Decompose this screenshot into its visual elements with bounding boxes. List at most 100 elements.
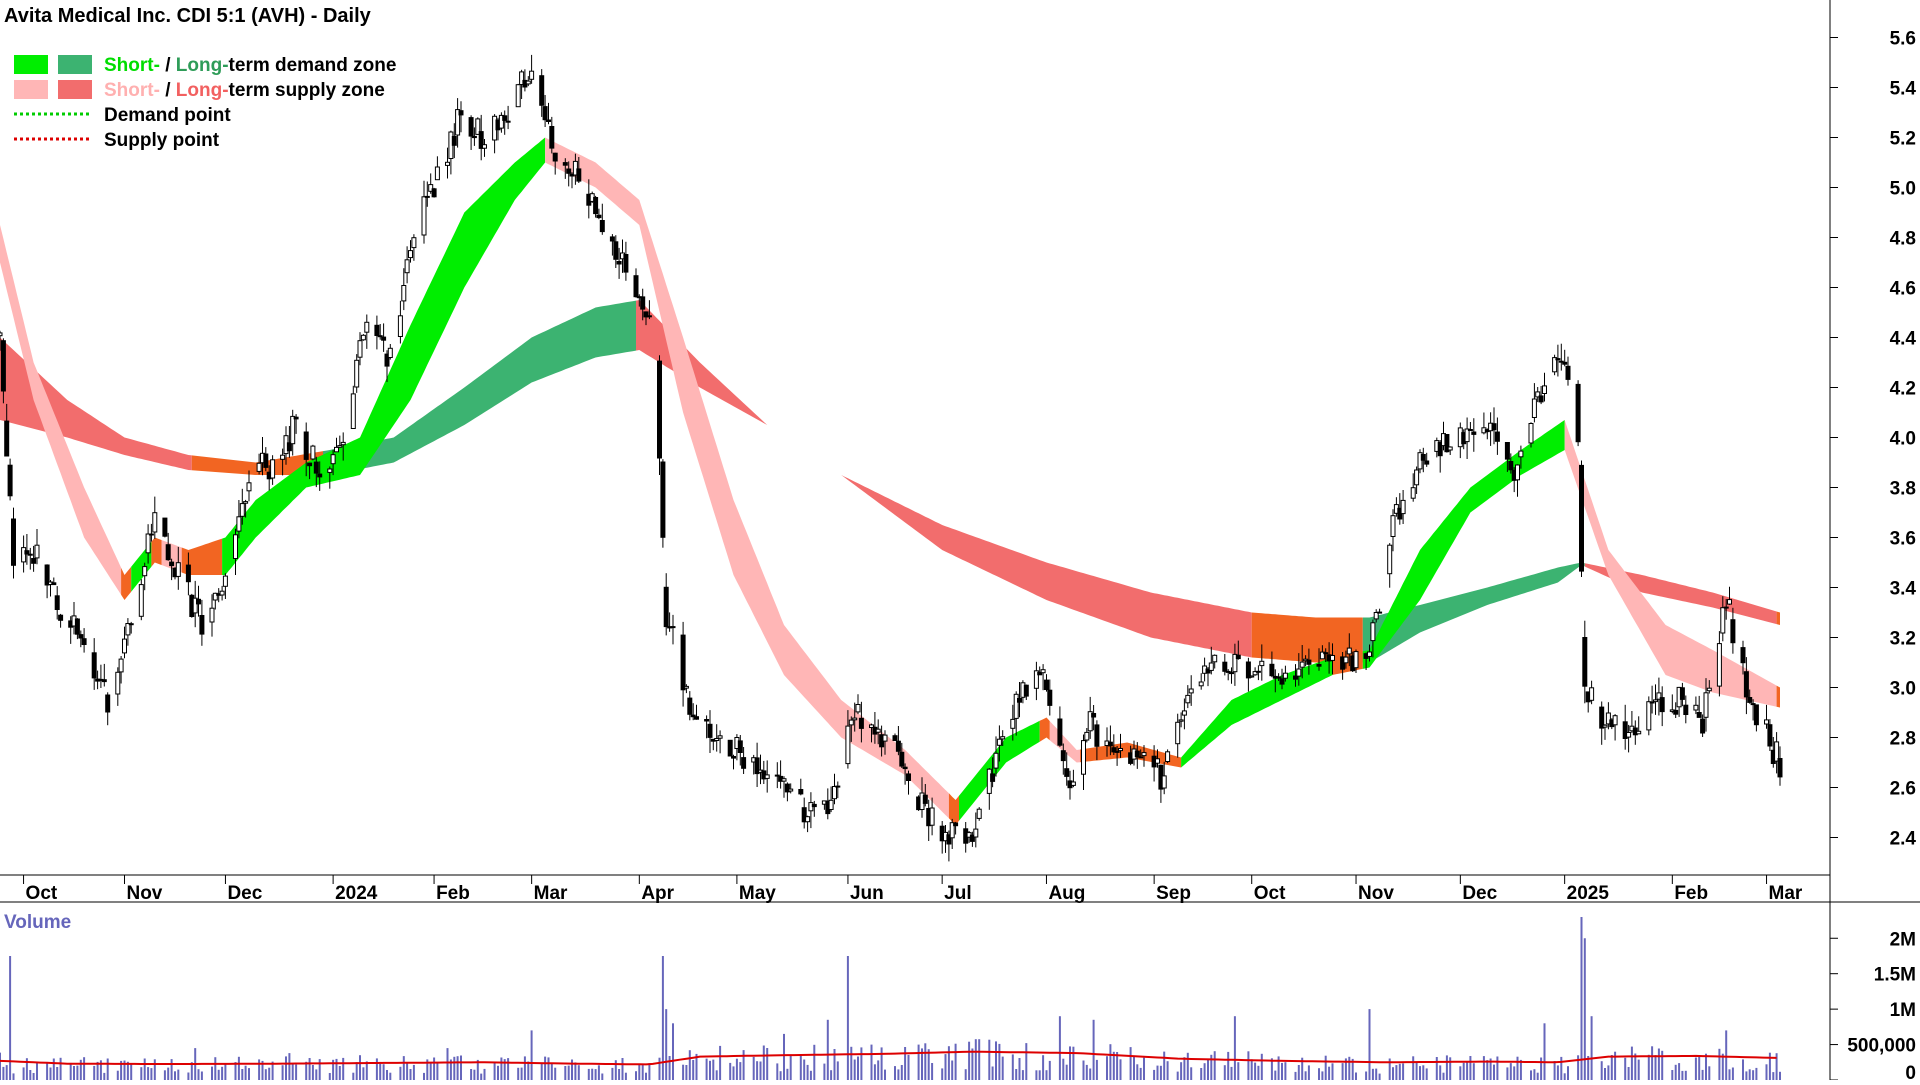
candle-body bbox=[118, 658, 124, 673]
time-tick-label: Nov bbox=[1358, 883, 1394, 904]
chart-title: Avita Medical Inc. CDI 5:1 (AVH) - Daily bbox=[4, 5, 372, 27]
candle-body bbox=[263, 453, 269, 468]
candle-body bbox=[609, 236, 615, 242]
candle-body bbox=[1367, 651, 1372, 657]
candle-body bbox=[354, 359, 360, 388]
time-tick-label: Dec bbox=[227, 883, 262, 904]
legend-label-part: term demand zone bbox=[229, 55, 397, 76]
price-tick-label: 4.4 bbox=[1890, 329, 1917, 350]
candle-body bbox=[1023, 684, 1029, 697]
candle-body bbox=[1414, 469, 1420, 486]
candle-body bbox=[1706, 687, 1712, 692]
candle-body bbox=[377, 335, 383, 338]
candle-body bbox=[434, 166, 440, 181]
candle-body bbox=[196, 598, 201, 605]
candle-body bbox=[165, 544, 171, 561]
candle-body bbox=[1044, 679, 1049, 690]
candle-body bbox=[1743, 671, 1749, 698]
candle-body bbox=[239, 503, 245, 517]
candle-body bbox=[1673, 709, 1679, 715]
candle-body bbox=[1679, 687, 1685, 700]
candle-body bbox=[774, 774, 780, 777]
legend-label-part: Long- bbox=[176, 80, 229, 101]
candle-body bbox=[1155, 758, 1160, 764]
candle-body bbox=[397, 315, 403, 337]
candle-body bbox=[1252, 671, 1258, 676]
candle-body bbox=[663, 586, 669, 628]
candle-body bbox=[340, 441, 346, 446]
candle-body bbox=[1306, 659, 1312, 665]
candle-body bbox=[1649, 701, 1655, 704]
candle-body bbox=[1205, 668, 1211, 674]
candle-body bbox=[899, 751, 905, 767]
zone-layer bbox=[0, 137, 1780, 825]
candle-body bbox=[1010, 718, 1016, 729]
short-term-zone-segment bbox=[121, 566, 132, 600]
candle-body bbox=[1767, 724, 1773, 747]
candle-body bbox=[754, 757, 760, 775]
candle-body bbox=[293, 416, 299, 420]
volume-tick-label: 500,000 bbox=[1847, 1036, 1916, 1057]
candle-body bbox=[122, 638, 127, 654]
candle-body bbox=[1565, 365, 1571, 380]
candle-body bbox=[1293, 675, 1298, 680]
candle-body bbox=[34, 544, 40, 559]
candle-body bbox=[148, 533, 154, 536]
candle-body bbox=[475, 118, 481, 135]
candle-body bbox=[21, 547, 27, 563]
candle-body bbox=[1353, 651, 1359, 669]
short-term-zone-segment bbox=[959, 720, 1040, 821]
candle-body bbox=[1013, 693, 1019, 719]
candle-body bbox=[1400, 499, 1406, 515]
candle-body bbox=[1653, 699, 1658, 703]
time-tick-label: Jun bbox=[850, 883, 884, 904]
candle-body bbox=[687, 697, 693, 715]
candle-body bbox=[566, 168, 572, 174]
candle-body bbox=[875, 728, 881, 733]
price-tick-label: 3.0 bbox=[1890, 679, 1916, 700]
candle-body bbox=[714, 738, 720, 741]
time-tick-label: Oct bbox=[26, 883, 58, 904]
candle-body bbox=[788, 788, 794, 792]
candle-body bbox=[845, 725, 851, 765]
candle-body bbox=[694, 716, 699, 720]
time-tick-label: Oct bbox=[1254, 883, 1286, 904]
candle-body bbox=[616, 261, 622, 265]
candle-body bbox=[51, 582, 57, 586]
candle-body bbox=[411, 237, 417, 249]
candle-body bbox=[1518, 450, 1524, 458]
legend-label: Short- / Long-term supply zone bbox=[104, 80, 385, 101]
candle-body bbox=[1562, 361, 1568, 365]
price-tick-label: 5.4 bbox=[1890, 79, 1917, 100]
legend-swatch-short bbox=[14, 80, 48, 99]
candle-body bbox=[690, 714, 696, 718]
candle-body bbox=[384, 353, 390, 367]
candle-body bbox=[4, 420, 10, 457]
long-term-zone-segment bbox=[323, 300, 636, 475]
candle-body bbox=[1208, 662, 1214, 671]
candle-body bbox=[280, 454, 286, 460]
price-tick-label: 4.8 bbox=[1890, 229, 1916, 250]
candle-body bbox=[128, 623, 134, 626]
candle-body bbox=[1259, 660, 1265, 667]
candle-body bbox=[996, 738, 1002, 746]
candle-body bbox=[1531, 398, 1537, 418]
candle-body bbox=[24, 550, 30, 555]
candle-body bbox=[549, 126, 555, 149]
candle-body bbox=[162, 517, 168, 537]
candle-body bbox=[1447, 446, 1453, 451]
candle-body bbox=[1299, 661, 1305, 668]
time-tick-label: Sep bbox=[1156, 883, 1191, 904]
candle-body bbox=[334, 446, 339, 453]
candle-body bbox=[145, 533, 151, 554]
time-tick-label: 2025 bbox=[1567, 883, 1610, 904]
candle-body bbox=[670, 626, 676, 629]
candle-body bbox=[1091, 713, 1097, 718]
candle-body bbox=[1330, 655, 1335, 661]
candle-body bbox=[1249, 675, 1255, 678]
candle-body bbox=[1114, 750, 1120, 753]
candle-body bbox=[646, 315, 652, 318]
candle-body bbox=[1700, 718, 1706, 734]
candle-body bbox=[1081, 740, 1086, 775]
